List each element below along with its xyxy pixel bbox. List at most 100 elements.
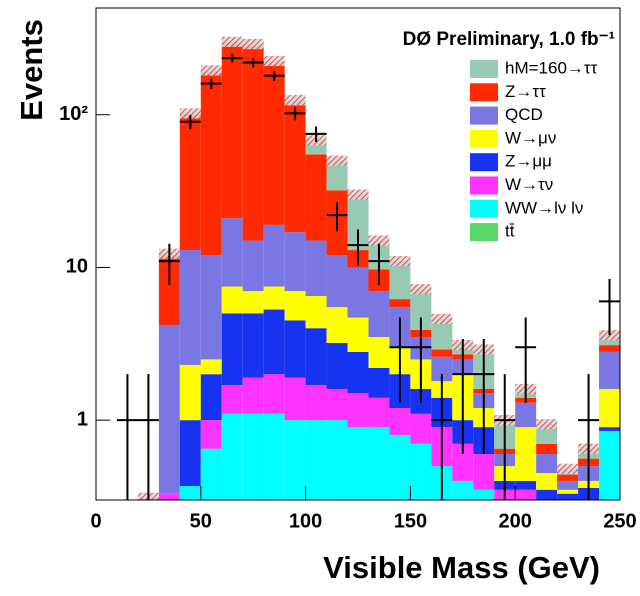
bar-segment xyxy=(347,351,369,394)
bar-segment xyxy=(305,240,327,297)
uncertainty-band xyxy=(263,55,285,67)
uncertainty-band xyxy=(410,284,432,295)
bar-segment xyxy=(431,356,453,382)
uncertainty-band xyxy=(599,330,620,341)
uncertainty-band xyxy=(284,94,306,106)
bar-segment xyxy=(221,313,243,385)
y-tick-label: 1 xyxy=(77,408,88,430)
bar-segment xyxy=(536,489,558,500)
bar-segment xyxy=(221,384,243,414)
bar-segment xyxy=(368,397,390,428)
bar-segment xyxy=(326,160,348,191)
bar-segment xyxy=(494,500,515,510)
bar-segment xyxy=(557,500,578,510)
bar-segment xyxy=(263,413,285,500)
bar-segment xyxy=(347,317,369,352)
legend-label: Z→ττ xyxy=(505,82,546,101)
bar-segment xyxy=(263,224,285,287)
uncertainty-band xyxy=(389,256,411,267)
bar-segment xyxy=(263,63,285,225)
bar-segment xyxy=(515,500,536,510)
bar-segment xyxy=(536,473,558,490)
x-tick-label: 50 xyxy=(190,510,212,532)
bar-segment xyxy=(368,337,390,368)
y-tick-label: 10² xyxy=(59,103,88,125)
bar-segment xyxy=(347,427,369,500)
bar-segment xyxy=(326,307,348,344)
bar-segment xyxy=(347,194,369,251)
bar-segment xyxy=(389,408,411,435)
bar-segment xyxy=(536,443,558,455)
uncertainty-band xyxy=(368,235,390,246)
legend-swatch xyxy=(470,106,498,125)
bar-segment xyxy=(179,486,201,500)
legend-label: QCD xyxy=(505,105,543,124)
bar-segment xyxy=(389,434,411,500)
legend-label: hM=160→ττ xyxy=(505,58,598,77)
bar-segment xyxy=(284,105,306,233)
bar-segment xyxy=(368,291,390,338)
bar-segment xyxy=(599,388,620,428)
bar-segment xyxy=(473,454,495,490)
bar-segment xyxy=(179,250,201,365)
bar-segment xyxy=(305,328,327,385)
bar-segment xyxy=(305,154,327,241)
bar-segment xyxy=(200,72,222,256)
uncertainty-band xyxy=(221,36,243,47)
bar-segment xyxy=(389,261,411,300)
bar-segment xyxy=(326,343,348,389)
bar-segment xyxy=(368,427,390,500)
bar-segment xyxy=(179,364,201,421)
uncertainty-band xyxy=(179,108,201,119)
bar-segment xyxy=(557,480,579,490)
bar-segment xyxy=(221,44,243,219)
bar-segment xyxy=(368,367,390,398)
bar-segment xyxy=(284,232,306,292)
bar-segment xyxy=(158,255,180,325)
legend-label: W→μν xyxy=(505,128,556,147)
uncertainty-band xyxy=(326,155,348,166)
bar-segment xyxy=(599,430,620,500)
bar-segment xyxy=(515,427,537,481)
bar-segment xyxy=(599,351,620,389)
legend-swatch xyxy=(470,129,498,148)
bar-segment xyxy=(599,345,620,352)
bar-segment xyxy=(410,443,432,500)
bar-segment xyxy=(557,493,579,500)
uncertainty-band xyxy=(200,65,222,76)
bar-segment xyxy=(200,420,222,449)
legend-swatch xyxy=(470,223,498,242)
bar-segment xyxy=(326,255,348,308)
bar-segment xyxy=(431,318,453,350)
bar-segment xyxy=(305,384,327,421)
legend-swatch xyxy=(470,60,498,78)
bar-segment xyxy=(557,489,579,494)
legend-swatch xyxy=(470,83,498,102)
bar-segment xyxy=(389,299,411,308)
bar-segment xyxy=(179,114,201,251)
x-tick-label: 150 xyxy=(394,510,427,532)
bar-segment xyxy=(242,240,264,292)
bar-segment xyxy=(284,291,306,321)
legend-label: WW→lν lν xyxy=(505,198,583,217)
bar-segment xyxy=(410,289,432,330)
bar-segment xyxy=(347,267,369,318)
bar-segment xyxy=(200,448,222,500)
bar-segment xyxy=(326,420,348,500)
bar-segment xyxy=(242,413,264,500)
uncertainty-band xyxy=(242,39,264,50)
legend-label: tt̄ xyxy=(505,222,515,241)
bar-segment xyxy=(305,296,327,329)
y-axis-label: Events xyxy=(14,19,49,121)
legend-swatch xyxy=(470,153,498,172)
bar-segment xyxy=(305,420,327,500)
x-tick-label: 250 xyxy=(603,510,636,532)
bar-segment xyxy=(221,413,243,500)
uncertainty-band xyxy=(557,463,579,474)
bar-segment xyxy=(515,480,537,490)
bar-segment xyxy=(347,393,369,428)
bar-segment xyxy=(284,377,306,421)
bar-segment xyxy=(536,454,558,474)
bar-segment xyxy=(200,359,222,375)
